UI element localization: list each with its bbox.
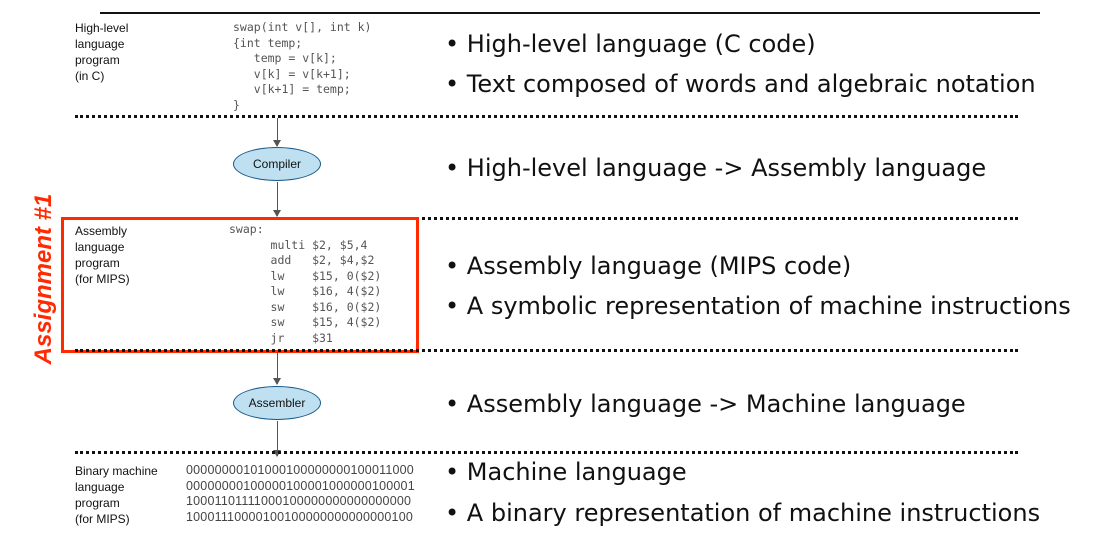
label-line: language bbox=[75, 37, 125, 51]
label-line: (for MIPS) bbox=[75, 272, 130, 286]
bullet-compiler: • High-level language -> Assembly langua… bbox=[445, 154, 987, 182]
bullet-mips: • Assembly language (MIPS code) bbox=[445, 252, 852, 280]
arrow-down bbox=[273, 182, 281, 217]
top-rule bbox=[100, 12, 1040, 14]
assembler-node: Assembler bbox=[233, 386, 321, 420]
binary-label: Binary machine language program (for MIP… bbox=[75, 463, 158, 527]
label-line: language bbox=[75, 240, 125, 254]
label-line: Binary machine bbox=[75, 464, 158, 478]
compiler-node: Compiler bbox=[233, 147, 321, 181]
bullet-binary: • A binary representation of machine ins… bbox=[445, 499, 1041, 527]
label-line: (in C) bbox=[75, 69, 105, 83]
binary-code: 00000000101000100000000100011000 0000000… bbox=[186, 463, 415, 524]
label-line: program bbox=[75, 53, 120, 67]
label-line: (for MIPS) bbox=[75, 512, 130, 526]
assignment-label: Assignment #1 bbox=[30, 193, 57, 365]
bullet-assembler: • Assembly language -> Machine language bbox=[445, 390, 966, 418]
label-line: High-level bbox=[75, 21, 129, 35]
divider bbox=[75, 217, 1018, 220]
arrow-down bbox=[273, 352, 281, 385]
bullet-machine: • Machine language bbox=[445, 458, 687, 486]
assembly-label: Assembly language program (for MIPS) bbox=[75, 223, 130, 287]
label-line: Assembly bbox=[75, 224, 128, 238]
mips-code: swap: multi $2, $5,4 add $2, $4,$2 lw $1… bbox=[229, 222, 382, 345]
divider bbox=[75, 115, 1018, 118]
arrow-down bbox=[273, 118, 281, 147]
label-line: program bbox=[75, 496, 120, 510]
bullet-c-code: • High-level language (C code) bbox=[445, 30, 816, 58]
c-code: swap(int v[], int k) {int temp; temp = v… bbox=[233, 20, 372, 112]
divider bbox=[75, 349, 1018, 352]
label-line: language bbox=[75, 480, 125, 494]
bullet-symbolic: • A symbolic representation of machine i… bbox=[445, 292, 1071, 320]
bullet-text-notation: • Text composed of words and algebraic n… bbox=[445, 70, 1036, 98]
label-line: program bbox=[75, 256, 120, 270]
divider bbox=[75, 451, 1018, 454]
high-level-label: High-level language program (in C) bbox=[75, 20, 128, 84]
